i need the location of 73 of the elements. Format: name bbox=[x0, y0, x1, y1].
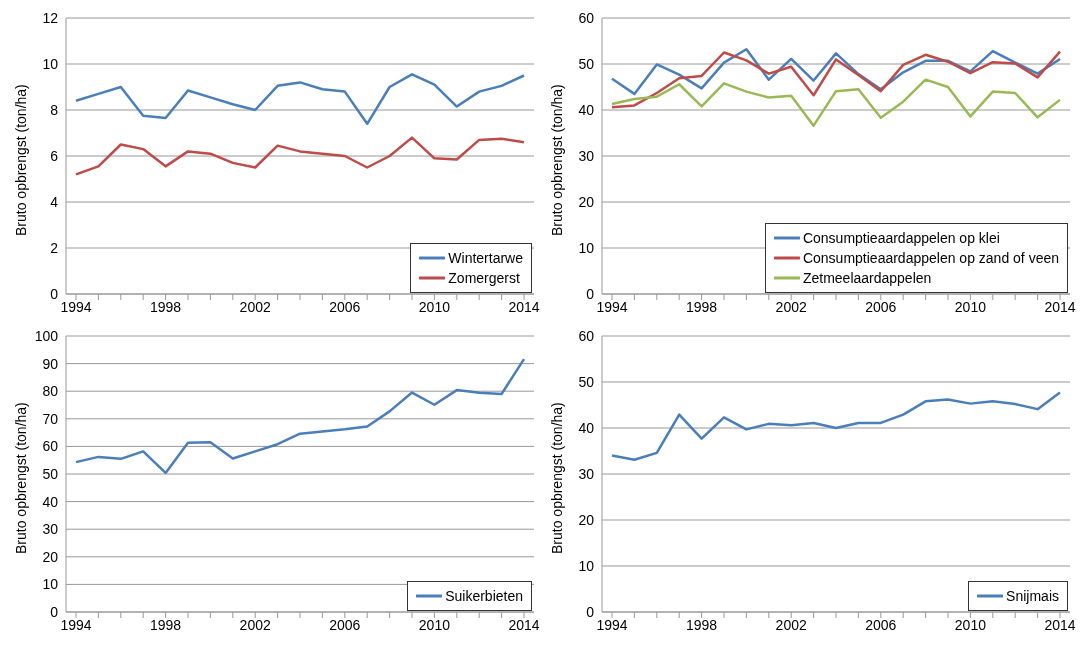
x-tick-label: 1994 bbox=[596, 616, 628, 633]
x-tick-label: 1994 bbox=[60, 616, 92, 633]
x-tick-label: 2010 bbox=[954, 298, 987, 315]
x-tick-label: 1998 bbox=[686, 298, 718, 315]
y-tick-label: 50 bbox=[578, 55, 595, 72]
y-tick-label: 60 bbox=[578, 9, 595, 26]
legend-label: Consumptieaardappelen op klei bbox=[802, 229, 1000, 248]
x-tick-label: 2006 bbox=[329, 298, 361, 315]
legend-label: Zetmeelaardappelen bbox=[802, 269, 932, 288]
x-tick-label: 2010 bbox=[418, 616, 451, 633]
legend-label: Suikerbieten bbox=[445, 587, 523, 606]
y-tick-label: 60 bbox=[42, 438, 59, 455]
y-tick-label: 80 bbox=[42, 383, 59, 400]
legend-label: Snijmais bbox=[1006, 587, 1059, 606]
x-tick-label: 2014 bbox=[508, 616, 540, 633]
x-tick-label: 2014 bbox=[508, 298, 540, 315]
x-tick-label: 2002 bbox=[239, 298, 271, 315]
y-tick-label: 40 bbox=[578, 101, 595, 118]
y-tick-label: 30 bbox=[42, 521, 59, 538]
x-tick-label: 1998 bbox=[150, 616, 182, 633]
y-axis-title: Bruto opbrengst (ton/ha) bbox=[12, 402, 29, 554]
y-tick-label: 20 bbox=[578, 193, 595, 210]
y-tick-label: 20 bbox=[42, 548, 59, 565]
y-tick-label: 0 bbox=[586, 603, 595, 620]
x-tick-label: 1998 bbox=[150, 298, 182, 315]
x-tick-label: 2006 bbox=[865, 298, 897, 315]
y-tick-label: 10 bbox=[42, 55, 59, 72]
x-tick-label: 2002 bbox=[239, 616, 271, 633]
x-tick-label: 1994 bbox=[60, 298, 92, 315]
legend-label: Consumptieaardappelen op zand of veen bbox=[802, 249, 1059, 268]
x-tick-label: 1994 bbox=[596, 298, 628, 315]
y-tick-label: 4 bbox=[50, 193, 59, 210]
y-tick-label: 50 bbox=[42, 465, 59, 482]
x-tick-label: 2006 bbox=[329, 616, 361, 633]
y-tick-label: 12 bbox=[42, 9, 59, 26]
y-tick-label: 30 bbox=[578, 147, 595, 164]
y-tick-label: 40 bbox=[42, 493, 59, 510]
y-tick-label: 70 bbox=[42, 410, 59, 427]
y-axis-title: Bruto opbrengst (ton/ha) bbox=[12, 84, 29, 236]
y-tick-label: 6 bbox=[50, 147, 59, 164]
y-tick-label: 100 bbox=[34, 327, 59, 344]
y-axis-title: Bruto opbrengst (ton/ha) bbox=[548, 84, 565, 236]
x-tick-label: 2010 bbox=[954, 616, 987, 633]
line-series bbox=[74, 136, 526, 176]
y-tick-label: 10 bbox=[42, 576, 59, 593]
legend-label: Wintertarwe bbox=[448, 249, 523, 268]
y-tick-label: 30 bbox=[578, 465, 595, 482]
y-tick-label: 20 bbox=[578, 511, 595, 528]
x-tick-label: 2014 bbox=[1044, 298, 1076, 315]
y-tick-label: 50 bbox=[578, 373, 595, 390]
y-tick-label: 0 bbox=[50, 603, 59, 620]
legend-label: Zomergerst bbox=[448, 269, 520, 288]
line-series bbox=[610, 78, 1062, 127]
y-tick-label: 8 bbox=[50, 101, 59, 118]
x-tick-label: 2014 bbox=[1044, 616, 1076, 633]
y-tick-label: 60 bbox=[578, 327, 595, 344]
line-series bbox=[610, 391, 1062, 461]
y-tick-label: 90 bbox=[42, 355, 59, 372]
y-tick-label: 0 bbox=[586, 285, 595, 302]
y-axis-title: Bruto opbrengst (ton/ha) bbox=[548, 402, 565, 554]
y-tick-label: 0 bbox=[50, 285, 59, 302]
x-tick-label: 2006 bbox=[865, 616, 897, 633]
line-series bbox=[74, 357, 526, 475]
x-tick-label: 2002 bbox=[775, 616, 807, 633]
y-tick-label: 40 bbox=[578, 419, 595, 436]
x-tick-label: 2002 bbox=[775, 298, 807, 315]
x-tick-label: 2010 bbox=[418, 298, 451, 315]
y-tick-label: 10 bbox=[578, 239, 595, 256]
line-series bbox=[610, 50, 1062, 109]
line-series bbox=[74, 73, 526, 126]
y-tick-label: 10 bbox=[578, 557, 595, 574]
y-tick-label: 2 bbox=[50, 239, 59, 256]
x-tick-label: 1998 bbox=[686, 616, 718, 633]
